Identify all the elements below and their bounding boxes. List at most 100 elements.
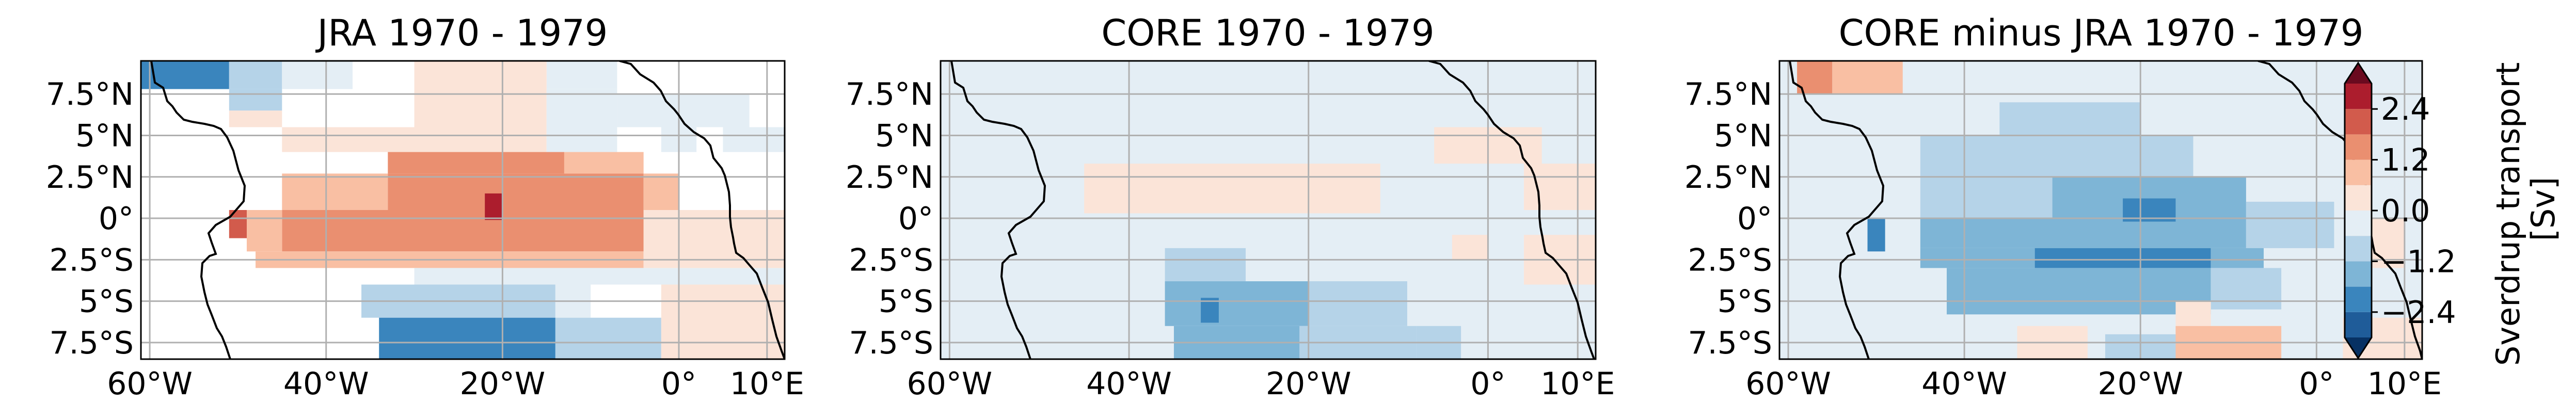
colorbar-segment <box>2345 211 2372 236</box>
x-tick-label: 0° <box>1470 366 1505 402</box>
heatmap-cell <box>1523 164 1596 210</box>
heatmap-cell <box>141 61 229 89</box>
colorbar-tick-label: 0.0 <box>2381 193 2430 229</box>
coastline-americas <box>1789 61 1885 359</box>
colorbar-segment <box>2345 134 2372 160</box>
x-tick-label: 0° <box>661 366 696 402</box>
heatmap-cell <box>246 210 282 252</box>
colorbar-segment <box>2345 312 2372 337</box>
panel-title: CORE minus JRA 1970 - 1979 <box>1839 12 2364 54</box>
colorbar-segment <box>2345 261 2372 287</box>
heatmap-cells <box>141 61 785 359</box>
x-tick-label: 20°W <box>1266 366 1351 402</box>
heatmap-cell <box>555 317 661 359</box>
heatmap-cell <box>1999 102 2141 136</box>
colorbar-extend-low <box>2345 337 2372 358</box>
heatmap-cell <box>229 61 282 89</box>
colorbar-label-line2: [Sv] <box>2524 177 2562 241</box>
colorbar-ticks: 2.4 1.2 0.0 −1.2 −2.4 <box>2372 91 2456 331</box>
coastline-africa <box>1428 61 1595 359</box>
x-tick-label: 0° <box>2299 366 2334 402</box>
heatmap-cell <box>2246 201 2334 248</box>
x-tick-label: 40°W <box>283 366 369 402</box>
colorbar-tick-label: 1.2 <box>2381 142 2430 179</box>
heatmap-cell <box>414 268 785 285</box>
heatmap-cell <box>1947 268 2211 315</box>
colorbar-segment <box>2345 236 2372 262</box>
heatmap-cell <box>1201 298 1219 323</box>
coastline-americas <box>950 61 1046 359</box>
heatmap-cell <box>1832 61 1903 94</box>
y-tick-label: 7.5°S <box>49 325 134 361</box>
heatmap-cell <box>1920 218 2246 248</box>
y-tick-label: 2.5°S <box>849 242 933 278</box>
heatmap-cell <box>388 173 644 210</box>
heatmap-cell <box>1165 248 1246 282</box>
heatmap-cell <box>1920 248 2035 268</box>
heatmap-cell <box>723 127 785 152</box>
x-tick-label: 60°W <box>1745 366 1831 402</box>
y-tick-label: 0° <box>1737 201 1772 237</box>
heatmap-cell <box>546 61 617 89</box>
x-tick-label: 40°W <box>1086 366 1172 402</box>
heatmap-cell <box>643 173 679 210</box>
heatmap-cell <box>1308 281 1407 326</box>
panel-title: JRA 1970 - 1979 <box>315 12 608 54</box>
colorbar-segment <box>2345 159 2372 185</box>
heatmap-cell <box>2193 135 2246 177</box>
colorbar-label-line1: Sverdrup transport <box>2489 62 2527 366</box>
y-tick-label: 7.5°S <box>1688 325 1772 361</box>
x-tick-label: 10°E <box>2367 366 2442 402</box>
y-tick-label: 2.5°N <box>846 159 933 196</box>
heatmap-cell <box>1084 164 1380 214</box>
coastline <box>950 61 1595 359</box>
panel-jra: JRA 1970 - 1979 60°W 40°W 20°W 0° 10°E 7.5°N… <box>46 12 804 402</box>
heatmap-cell <box>1867 218 1885 252</box>
y-tick-label: 5°N <box>1714 118 1772 154</box>
y-tick-labels: 7.5°N 5°N 2.5°N 0° 2.5°S 5°S 7.5°S <box>46 76 134 361</box>
heatmap-cell <box>282 127 415 152</box>
y-tick-label: 5°S <box>79 284 134 320</box>
heatmap-cell <box>1452 235 1488 260</box>
heatmap-cell <box>546 89 617 152</box>
colorbar-segment <box>2345 286 2372 312</box>
axes-frame <box>940 60 1597 360</box>
colorbar-tick-label: −2.4 <box>2381 295 2456 331</box>
colorbar-segment <box>2345 109 2372 135</box>
colorbar-label: Sverdrup transport [Sv] <box>2489 52 2562 366</box>
heatmap-cell <box>282 210 644 252</box>
heatmap-cell <box>229 89 282 111</box>
coastline <box>150 61 785 359</box>
panel-title: CORE 1970 - 1979 <box>1101 12 1434 54</box>
y-tick-label: 2.5°S <box>49 242 134 278</box>
heatmap-cells <box>941 61 1596 359</box>
heatmap-cell <box>2211 268 2282 310</box>
y-tick-label: 5°N <box>875 118 933 154</box>
heatmap-cell <box>282 61 353 89</box>
y-tick-labels: 7.5°N 5°N 2.5°N 0° 2.5°S 5°S 7.5°S <box>846 76 933 361</box>
y-tick-label: 5°S <box>1718 284 1772 320</box>
y-tick-label: 2.5°N <box>46 159 134 196</box>
heatmap-cell <box>1461 317 1596 359</box>
grid-lines <box>1779 61 2422 359</box>
y-tick-label: 0° <box>898 201 933 237</box>
colorbar-outline <box>2344 61 2373 360</box>
x-tick-label: 40°W <box>1921 366 2007 402</box>
coastline-americas <box>150 61 246 359</box>
grid-lines <box>141 61 785 359</box>
y-tick-label: 7.5°N <box>846 76 933 112</box>
x-tick-labels: 60°W 40°W 20°W 0° 10°E <box>907 366 1615 402</box>
x-tick-label: 10°E <box>730 366 804 402</box>
heatmap-cell <box>485 193 503 220</box>
colorbar-segment <box>2345 84 2372 109</box>
grid-lines <box>941 61 1596 359</box>
colorbar-extend-high <box>2345 63 2372 84</box>
x-tick-label: 60°W <box>907 366 993 402</box>
heatmap-cell <box>388 152 564 174</box>
x-tick-label: 20°W <box>2097 366 2183 402</box>
axes-frame <box>1778 60 2423 360</box>
colorbar-tick-label: −1.2 <box>2381 244 2456 280</box>
heatmap-cell <box>564 152 644 174</box>
heatmap-cell <box>2034 248 2211 268</box>
